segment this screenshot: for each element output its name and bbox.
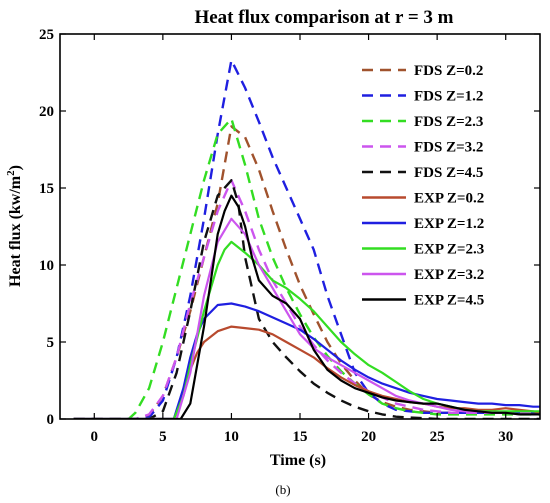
- legend: FDS Z=0.2 FDS Z=1.2 FDS Z=2.3 FDS Z=3.2 FDS …: [362, 63, 484, 309]
- y-axis: 0 5 10 15 20 25: [39, 27, 540, 428]
- legend-label: FDS Z=3.2: [414, 140, 483, 156]
- series-line-3: [73, 179, 540, 419]
- series-line-6: [73, 302, 540, 419]
- chart-title: Heat flux comparison at r = 3 m: [194, 7, 453, 28]
- y-tick-label: 5: [47, 335, 55, 351]
- series-line-2: [73, 117, 540, 419]
- y-axis-label: Heat flux (kw/m2): [5, 165, 24, 287]
- legend-label: FDS Z=2.3: [414, 114, 483, 130]
- legend-item-1: FDS Z=1.2: [362, 89, 483, 105]
- legend-label: EXP Z=0.2: [414, 191, 484, 207]
- legend-item-4: FDS Z=4.5: [362, 165, 483, 181]
- series-line-5: [73, 325, 540, 419]
- y-tick-label: 25: [39, 27, 54, 43]
- series-line-1: [73, 59, 540, 419]
- y-tick-label: 0: [47, 412, 55, 428]
- legend-item-7: EXP Z=2.3: [362, 242, 484, 258]
- x-tick-label: 5: [159, 429, 167, 445]
- legend-item-9: EXP Z=4.5: [362, 293, 484, 309]
- legend-item-2: FDS Z=2.3: [362, 114, 483, 130]
- legend-label: EXP Z=4.5: [414, 293, 484, 309]
- series-line-4: [73, 179, 540, 419]
- x-tick-label: 25: [430, 429, 445, 445]
- legend-item-5: EXP Z=0.2: [362, 191, 484, 207]
- x-tick-label: 10: [224, 429, 239, 445]
- legend-label: FDS Z=0.2: [414, 63, 483, 79]
- legend-item-3: FDS Z=3.2: [362, 140, 483, 156]
- legend-label: EXP Z=3.2: [414, 267, 484, 283]
- legend-item-8: EXP Z=3.2: [362, 267, 484, 283]
- y-tick-label: 15: [39, 181, 54, 197]
- legend-label: FDS Z=4.5: [414, 165, 483, 181]
- legend-item-6: EXP Z=1.2: [362, 216, 484, 232]
- figure-caption: (b): [275, 482, 290, 497]
- x-axis-label: Time (s): [270, 452, 326, 469]
- legend-label: EXP Z=1.2: [414, 216, 484, 232]
- legend-label: FDS Z=1.2: [414, 89, 483, 105]
- legend-label: EXP Z=2.3: [414, 242, 484, 258]
- legend-item-0: FDS Z=0.2: [362, 63, 483, 79]
- x-tick-label: 0: [91, 429, 99, 445]
- x-tick-label: 20: [361, 429, 376, 445]
- series-line-9: [73, 194, 540, 419]
- y-tick-label: 20: [39, 104, 54, 120]
- x-tick-label: 15: [293, 429, 308, 445]
- plot-area: [73, 59, 540, 419]
- y-tick-label: 10: [39, 258, 54, 274]
- x-axis: 0 5 10 15 20 25 30: [91, 34, 513, 445]
- x-tick-label: 30: [498, 429, 513, 445]
